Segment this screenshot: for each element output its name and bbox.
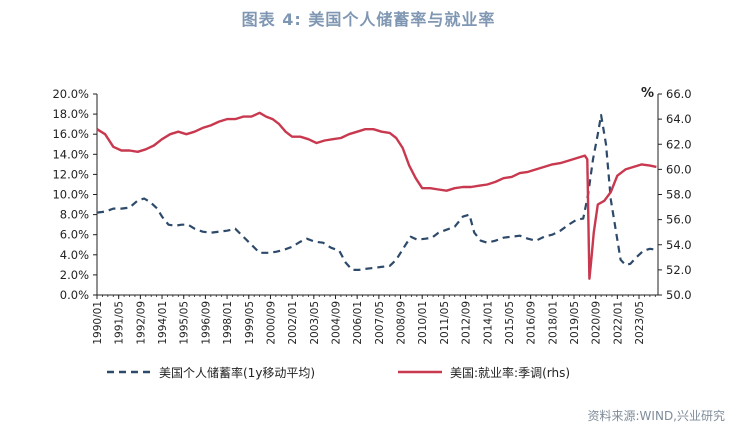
x-tick-label: 2022/01	[612, 301, 624, 345]
x-tick-label: 1994/01	[157, 301, 169, 345]
left-tick-label: 2.0%	[60, 268, 89, 282]
right-tick-label: 62.0	[666, 137, 692, 151]
x-tick-label: 1995/05	[179, 301, 191, 345]
right-tick-label: 54.0	[666, 238, 692, 252]
x-tick-label: 1998/01	[222, 301, 234, 345]
right-tick-label: 66.0	[666, 87, 692, 101]
legend: 美国个人储蓄率(1y移动平均) 美国:就业率:季调(rhs)	[107, 365, 570, 380]
x-tick-label: 2008/09	[396, 301, 408, 345]
legend-label-employment: 美国:就业率:季调(rhs)	[450, 365, 570, 380]
axes: 0.0% 2.0% 4.0% 6.0% 8.0% 10.0% 12.0% 14.0% 16.0%…	[52, 87, 691, 345]
left-tick-label: 14.0%	[52, 147, 89, 161]
right-axis-unit: %	[641, 86, 654, 101]
x-tick-label: 2020/09	[591, 301, 603, 345]
chart-title: 图表 4: 美国个人储蓄率与就业率	[241, 10, 496, 29]
left-tick-label: 4.0%	[60, 248, 89, 262]
left-tick-label: 0.0%	[60, 288, 89, 302]
savings-rate-line	[96, 114, 657, 271]
x-tick-label: 2012/09	[461, 301, 473, 345]
x-tick-label: 1996/09	[200, 301, 212, 345]
x-tick-label: 1990/01	[92, 301, 104, 345]
x-tick-label: 2023/05	[634, 301, 646, 345]
left-tick-label: 20.0%	[52, 87, 89, 101]
x-tick-label: 2018/01	[547, 301, 559, 345]
x-tick-label: 2014/01	[482, 301, 494, 345]
x-tick-label: 1992/09	[135, 301, 147, 345]
right-tick-label: 56.0	[666, 213, 692, 227]
left-tick-label: 16.0%	[52, 127, 89, 141]
x-tick-label: 2002/01	[287, 301, 299, 345]
right-tick-label: 64.0	[666, 112, 692, 126]
x-tick-label: 2011/05	[439, 301, 451, 345]
right-tick-label: 60.0	[666, 162, 692, 176]
x-tick-label: 2010/01	[417, 301, 429, 345]
x-tick-label: 2015/05	[504, 301, 516, 345]
x-tick-label: 2006/01	[352, 301, 364, 345]
legend-label-savings: 美国个人储蓄率(1y移动平均)	[159, 365, 315, 380]
x-tick-label: 2019/05	[569, 301, 581, 345]
series-layer	[96, 111, 657, 280]
x-tick-label: 2003/05	[309, 301, 321, 345]
x-tick-label: 1991/05	[114, 301, 126, 345]
source-note: 资料来源:WIND,兴业研究	[587, 409, 725, 423]
left-tick-label: 6.0%	[60, 228, 89, 242]
employment-rate-line	[96, 111, 657, 280]
x-tick-label: 2016/09	[526, 301, 538, 345]
x-tick-label: 2000/09	[265, 301, 277, 345]
left-tick-label: 18.0%	[52, 107, 89, 121]
left-tick-label: 12.0%	[52, 167, 89, 181]
x-tick-label: 2007/05	[374, 301, 386, 345]
right-tick-label: 52.0	[666, 263, 692, 277]
x-tick-label: 1999/05	[244, 301, 256, 345]
right-tick-label: 58.0	[666, 188, 692, 202]
x-tick-label: 2004/09	[330, 301, 342, 345]
left-tick-label: 10.0%	[52, 188, 89, 202]
left-tick-label: 8.0%	[60, 208, 89, 222]
right-tick-label: 50.0	[666, 288, 692, 302]
